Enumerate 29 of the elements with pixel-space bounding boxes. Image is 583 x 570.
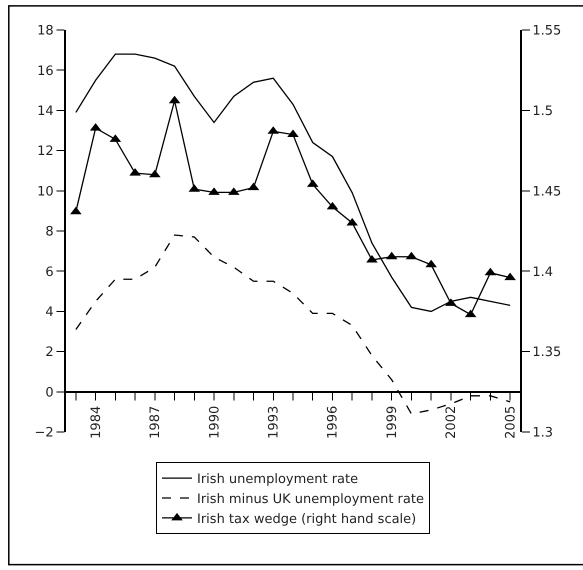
x-tick-label: 1999	[384, 406, 400, 439]
x-tick-label: 1987	[148, 406, 164, 439]
x-tick-label: 1993	[266, 406, 282, 439]
y2-tick-label: 1.4	[532, 264, 554, 280]
y-tick-label: 10	[37, 184, 54, 200]
y-tick-label: 8	[45, 224, 54, 240]
y2-tick-label: 1.45	[532, 184, 562, 200]
x-tick-label: 2002	[444, 406, 460, 439]
legend-label: Irish tax wedge (right hand scale)	[197, 512, 416, 527]
y-tick-label: 12	[37, 144, 54, 160]
x-tick-label: 1984	[88, 406, 104, 439]
line-series	[75, 53, 511, 312]
y2-tick-label: 1.55	[532, 24, 562, 39]
y-tick-label: −2	[34, 426, 54, 441]
y-tick-label: 0	[45, 385, 54, 400]
y-tick-label: 16	[37, 64, 54, 79]
y-tick-label: 18	[37, 24, 54, 39]
x-tick-label: 1990	[207, 406, 222, 439]
legend-label: Irish minus UK unemployment rate	[197, 492, 424, 508]
y2-tick-label: 1.3	[532, 426, 554, 441]
x-tick-label: 2005	[503, 406, 518, 439]
y2-tick-label: 1.35	[532, 345, 562, 360]
y-tick-label: 2	[45, 345, 54, 360]
y-tick-label: 6	[45, 264, 54, 280]
y-tick-label: 14	[37, 104, 54, 119]
y-tick-label: 4	[45, 304, 54, 320]
x-tick-label: 1996	[326, 406, 341, 439]
legend-label: Irish unemployment rate	[197, 472, 358, 488]
y2-tick-label: 1.5	[532, 104, 554, 119]
